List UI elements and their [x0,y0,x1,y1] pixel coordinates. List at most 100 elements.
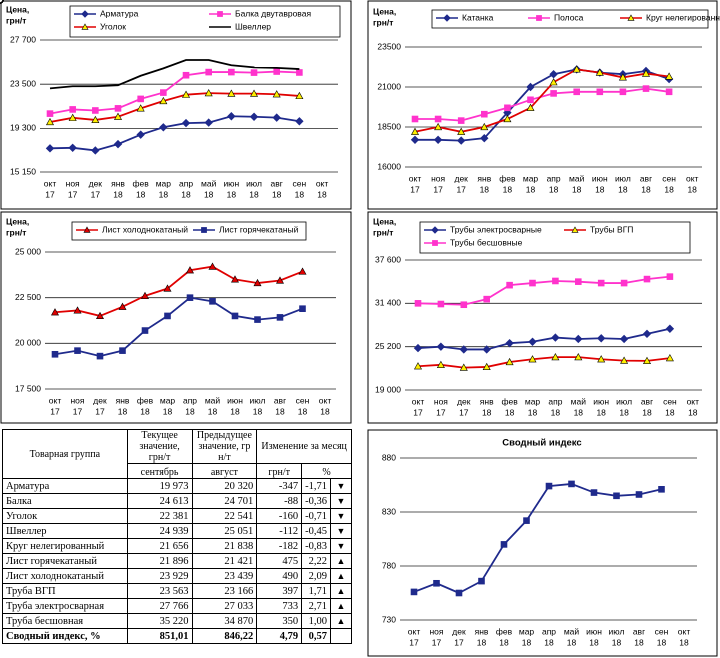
series-line [49,92,300,123]
series-line [417,275,670,306]
series-line [54,265,303,317]
x-tick-label: дек [457,396,471,406]
legend-marker [81,23,89,30]
data-point [459,345,469,354]
data-point [204,118,213,127]
x-tick-label: сен [655,626,669,636]
table-cell: 23 563 [126,583,193,599]
table-cell: 851,01 [126,628,193,644]
data-point [254,316,261,323]
x-tick-label: 18 [320,406,330,416]
data-point [523,517,530,524]
data-point [597,279,605,287]
data-point [275,276,285,284]
table-cell: 475 [256,553,303,569]
x-tick-label: май [569,173,585,183]
y-axis-label: Цена, [373,216,396,226]
table-row: Сводный индекс, % 851,01 846,22 4,79 0,57 [2,628,352,644]
data-point [181,118,191,128]
x-tick-label: апр [548,396,562,406]
x-tick-label: июл [615,173,631,183]
data-point [249,112,259,121]
legend-marker [432,240,438,246]
x-tick-label: 17 [436,407,446,417]
legend-label: Трубы электросварные [450,224,542,234]
data-point [434,115,442,123]
data-point [549,69,558,79]
y-tick-label: 23 500 [10,78,36,88]
table-cell: 397 [256,583,303,599]
data-point [68,113,77,121]
x-tick-label: 17 [432,637,442,647]
data-point [92,107,99,114]
data-point [118,302,127,310]
x-tick-label: 17 [50,406,60,416]
x-tick-label: июн [586,626,602,636]
table-cell: -0,45 [301,523,331,539]
subheader-cell: сентябрь [126,463,193,479]
data-point [228,68,235,76]
data-point [503,114,512,123]
y-tick-label: 37 600 [375,254,401,264]
x-tick-label: 18 [549,184,559,194]
data-point [159,96,168,105]
table-cell: 24 701 [191,493,258,509]
trend-arrow: ▼ [330,523,352,539]
data-point [505,338,514,348]
table-cell: 27 766 [126,598,193,614]
x-tick-label: 18 [185,406,195,416]
x-tick-label: 18 [272,189,282,199]
data-point [114,112,123,120]
data-point [551,353,560,361]
price-table: Товарная группа Текущее значение, грн/т … [2,429,352,644]
data-point [665,324,675,333]
x-tick-label: 17 [456,184,466,194]
data-point [658,486,665,493]
table-cell: -160 [256,508,303,524]
data-point [504,104,511,112]
data-point [665,72,674,80]
table-cell: 21 656 [126,538,193,554]
data-point [596,88,604,96]
x-tick-label: 18 [159,189,169,199]
x-tick-label: сен [296,395,310,405]
y-tick-label: 18500 [377,121,401,131]
header-cell: Текущее значение, грн/т [126,429,193,464]
x-tick-label: фев [496,626,513,636]
x-tick-label: дек [452,626,466,636]
legend-marker [431,226,439,234]
x-tick-label: янв [477,173,491,183]
x-tick-label: 18 [596,407,606,417]
table-cell: 23 929 [126,568,193,584]
table-cell: 350 [256,613,303,629]
data-point [619,334,629,344]
x-tick-label: авг [641,396,653,406]
x-tick-label: дек [93,395,107,405]
legend-marker [536,15,542,21]
y-tick-label: 23500 [377,41,401,51]
x-tick-label: 18 [526,184,536,194]
data-point [436,342,446,351]
x-tick-label: авг [640,173,652,183]
data-point [51,350,59,358]
data-point [272,90,281,98]
x-tick-label: 18 [641,184,651,194]
data-point [164,312,171,320]
y-tick-label: 31 400 [375,298,401,308]
x-tick-label: авг [271,178,283,188]
table-cell: 21 838 [191,538,258,554]
legend-label: Лист горячекатаный [219,224,299,234]
data-point [597,355,606,363]
y-tick-label: 830 [382,506,396,516]
data-point [182,90,191,98]
data-point [163,284,172,292]
series-line [417,327,671,351]
table-cell: Труба бесшовная [2,613,128,629]
table-cell: 733 [256,598,303,614]
table-row: Труба бесшовная 35 220 34 870 350 1,00 ▲ [2,613,352,629]
x-tick-label: 18 [482,407,492,417]
x-tick-label: окт [686,173,699,183]
x-tick-label: 18 [204,189,214,199]
x-tick-label: 18 [136,189,146,199]
